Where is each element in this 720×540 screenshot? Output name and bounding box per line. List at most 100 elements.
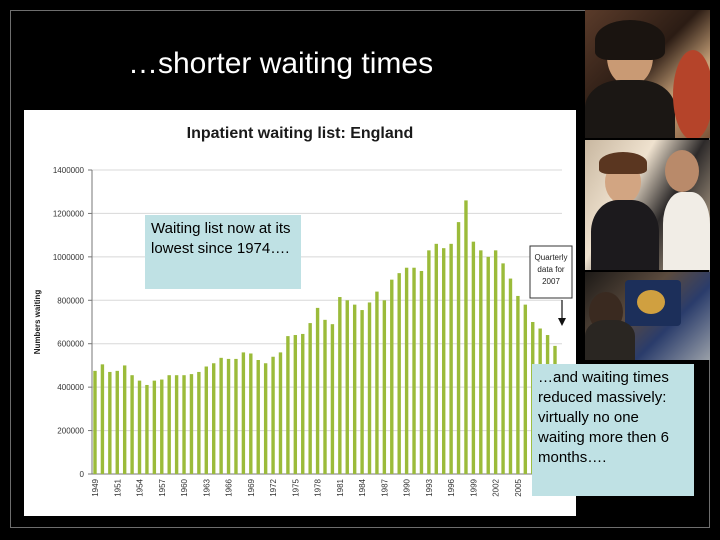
bar xyxy=(449,243,453,474)
bar xyxy=(434,243,438,474)
bar xyxy=(367,302,372,474)
bar xyxy=(404,267,409,474)
x-tick-label: 1966 xyxy=(225,478,234,496)
x-tick-label: 1954 xyxy=(136,478,145,496)
bar xyxy=(479,250,483,474)
chart-title: Inpatient waiting list: England xyxy=(187,125,414,142)
bar xyxy=(412,267,416,474)
bar xyxy=(390,279,394,474)
bar xyxy=(197,371,201,474)
bar xyxy=(442,248,446,474)
x-tick-label: 1996 xyxy=(447,478,456,496)
bar xyxy=(293,335,298,474)
bar xyxy=(308,323,312,474)
x-tick-label: 1949 xyxy=(91,478,100,496)
bar xyxy=(471,241,476,474)
bar xyxy=(501,263,505,474)
bar xyxy=(338,297,342,474)
annotation-arrow-head xyxy=(558,318,566,326)
bar xyxy=(182,375,186,474)
bar xyxy=(167,375,171,474)
bar xyxy=(226,358,231,474)
quarterly-annotation-text: data for xyxy=(537,265,564,274)
x-tick-label: 1969 xyxy=(247,478,256,496)
bar xyxy=(375,291,379,474)
y-tick-label: 800000 xyxy=(57,296,84,305)
bar xyxy=(382,300,387,474)
bar xyxy=(345,300,349,474)
y-tick-label: 0 xyxy=(80,470,85,479)
x-tick-label: 1993 xyxy=(425,478,434,496)
bar xyxy=(352,304,357,474)
callout-lowest-since-1974: Waiting list now at its lowest since 197… xyxy=(145,215,301,289)
bar xyxy=(323,319,327,474)
waiting-list-chart: Inpatient waiting list: England 0 200000 40… xyxy=(33,125,573,497)
bar xyxy=(315,307,320,474)
bar xyxy=(456,222,461,474)
slide-title: …shorter waiting times xyxy=(128,47,434,80)
photo-colleagues xyxy=(585,140,710,270)
bar xyxy=(256,360,260,474)
bar xyxy=(108,371,112,474)
y-axis-label: Numbers waiting xyxy=(33,290,42,355)
bar xyxy=(278,352,283,474)
bar xyxy=(152,380,157,474)
bar xyxy=(212,363,216,474)
y-tick-label: 600000 xyxy=(57,340,84,349)
bar xyxy=(145,384,149,474)
bar xyxy=(271,356,275,474)
bar xyxy=(493,250,498,474)
x-tick-label: 1960 xyxy=(180,478,189,496)
bar xyxy=(241,352,246,474)
bar xyxy=(286,336,290,474)
bar xyxy=(263,363,268,474)
x-tick-label: 1981 xyxy=(336,478,345,496)
x-tick-label: 2005 xyxy=(514,478,523,496)
photo-strip xyxy=(585,10,710,360)
x-tick-label: 1990 xyxy=(403,478,412,496)
bar xyxy=(516,295,520,474)
bar xyxy=(419,270,424,474)
bar xyxy=(360,310,364,474)
y-tick-label: 1200000 xyxy=(53,209,85,218)
x-tick-label: 1972 xyxy=(269,478,278,496)
bar xyxy=(100,364,105,474)
photo-computer-user xyxy=(585,272,710,360)
y-tick-label: 1400000 xyxy=(53,166,85,175)
bar xyxy=(93,370,97,474)
chart-panel: Inpatient waiting list: England 0 200000 40… xyxy=(24,110,576,516)
x-tick-label: 1975 xyxy=(291,478,300,496)
photo-woman-thinking xyxy=(585,10,710,138)
y-tick-label: 1000000 xyxy=(53,253,85,262)
bar xyxy=(427,250,431,474)
bar xyxy=(174,375,179,474)
bar xyxy=(160,379,164,474)
bar xyxy=(115,370,119,474)
x-tick-label: 1984 xyxy=(358,478,367,496)
x-tick-label: 1978 xyxy=(314,478,323,496)
bar xyxy=(301,333,305,474)
x-tick-label: 1957 xyxy=(158,478,167,496)
quarterly-annotation-text: 2007 xyxy=(542,277,560,286)
x-tick-label: 1999 xyxy=(469,478,478,496)
x-tick-label: 1987 xyxy=(380,478,389,496)
bar xyxy=(397,273,401,474)
x-tick-label: 2002 xyxy=(492,478,501,496)
y-tick-label: 400000 xyxy=(57,383,84,392)
bar xyxy=(204,366,208,474)
x-tick-label: 1951 xyxy=(113,478,122,496)
bar xyxy=(330,324,335,474)
bar xyxy=(137,380,142,474)
quarterly-annotation-text: Quarterly xyxy=(535,253,568,262)
callout-waiting-times-reduced: …and waiting times reduced massively: vi… xyxy=(532,364,694,496)
bar xyxy=(464,200,468,474)
bar xyxy=(523,304,528,474)
bar xyxy=(122,365,127,474)
bar xyxy=(189,374,194,474)
bar xyxy=(486,256,490,474)
bar xyxy=(234,358,238,474)
y-tick-label: 200000 xyxy=(57,427,84,436)
x-tick-label: 1963 xyxy=(202,478,211,496)
bar xyxy=(508,278,513,474)
bar xyxy=(249,353,253,474)
